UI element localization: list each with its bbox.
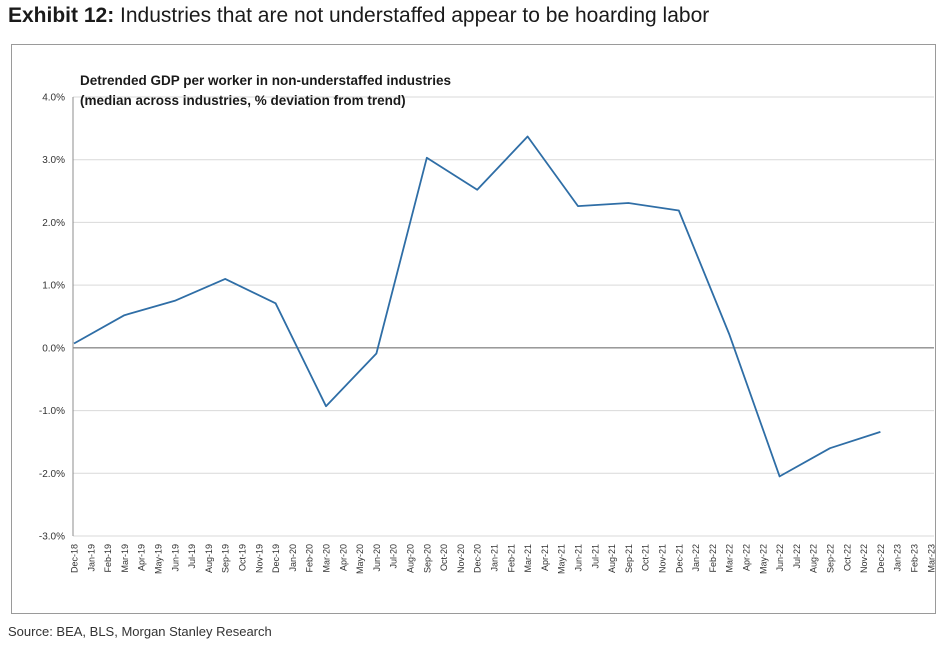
x-tick-label: Sep-20 <box>422 544 432 573</box>
x-tick-label: Oct-21 <box>641 544 651 571</box>
y-tick-label: 2.0% <box>42 218 65 229</box>
x-tick-label: Jan-21 <box>490 544 500 572</box>
x-tick-label: Feb-20 <box>305 544 315 573</box>
x-tick-label: Apr-22 <box>742 544 752 571</box>
x-tick-label: May-19 <box>154 544 164 574</box>
x-tick-label: Nov-21 <box>658 544 668 573</box>
x-tick-label: Apr-20 <box>338 544 348 571</box>
x-tick-label: Sep-21 <box>624 544 634 573</box>
x-tick-label: Feb-23 <box>910 544 920 573</box>
x-tick-label: Aug-22 <box>809 544 819 573</box>
x-tick-label: Apr-19 <box>137 544 147 571</box>
x-tick-label: Aug-19 <box>204 544 214 573</box>
x-tick-label: Feb-22 <box>708 544 718 573</box>
x-tick-label: May-22 <box>758 544 768 574</box>
x-tick-label: Mar-20 <box>322 544 332 573</box>
x-tick-label: Nov-20 <box>456 544 466 573</box>
x-tick-label: Sep-22 <box>826 544 836 573</box>
x-tick-label: Apr-21 <box>540 544 550 571</box>
series-line <box>73 135 881 478</box>
x-tick-label: Aug-21 <box>607 544 617 573</box>
x-tick-label: Feb-19 <box>103 544 113 573</box>
x-tick-label: Oct-22 <box>842 544 852 571</box>
x-tick-label: Mar-19 <box>120 544 130 573</box>
x-tick-label: Jun-21 <box>574 544 584 572</box>
x-tick-label: Jul-22 <box>792 544 802 569</box>
x-tick-label: Oct-19 <box>238 544 248 571</box>
x-tick-label: Dec-19 <box>271 544 281 573</box>
x-tick-label: May-20 <box>355 544 365 574</box>
x-tick-label: Jul-21 <box>590 544 600 569</box>
x-tick-label: Dec-22 <box>876 544 886 573</box>
source-note: Source: BEA, BLS, Morgan Stanley Researc… <box>8 624 272 639</box>
exhibit-title: Exhibit 12: Industries that are not unde… <box>8 4 709 28</box>
x-tick-label: Jan-20 <box>288 544 298 572</box>
exhibit-title-text: Industries that are not understaffed app… <box>120 4 710 27</box>
x-tick-label: Jun-20 <box>372 544 382 572</box>
x-tick-label: Sep-19 <box>221 544 231 573</box>
chart-frame: 4.0% 3.0% 2.0% 1.0% 0.0% -1.0% -2.0% -3.0% Dec-1… <box>11 44 936 614</box>
x-tick-label: Feb-21 <box>506 544 516 573</box>
x-tick-label: Dec-18 <box>70 544 80 573</box>
chart-title: Detrended GDP per worker in non-understa… <box>80 73 451 88</box>
y-tick-label: 1.0% <box>42 281 65 292</box>
y-tick-label: 4.0% <box>42 93 65 104</box>
line-chart: 4.0% 3.0% 2.0% 1.0% 0.0% -1.0% -2.0% -3.0% Dec-1… <box>39 73 935 574</box>
x-tick-label: Oct-20 <box>439 544 449 571</box>
x-tick-label: Mar-22 <box>725 544 735 573</box>
exhibit-label: Exhibit 12: <box>8 4 115 27</box>
x-tick-label: Jan-19 <box>86 544 96 572</box>
y-tick-label: -1.0% <box>39 406 65 417</box>
x-tick-label: Nov-19 <box>254 544 264 573</box>
y-tick-label: -2.0% <box>39 469 65 480</box>
y-tick-label: 0.0% <box>42 343 65 354</box>
x-tick-label: Jan-22 <box>691 544 701 572</box>
x-tick-label: Jun-19 <box>170 544 180 572</box>
x-tick-label: Dec-20 <box>473 544 483 573</box>
y-tick-label: 3.0% <box>42 155 65 166</box>
x-tick-label: Nov-22 <box>859 544 869 573</box>
x-tick-label: Jan-23 <box>893 544 903 572</box>
y-tick-label: -3.0% <box>39 532 65 543</box>
x-tick-label: May-21 <box>557 544 567 574</box>
x-tick-label: Aug-20 <box>406 544 416 573</box>
x-tick-label: Jul-20 <box>389 544 399 569</box>
chart-subtitle: (median across industries, % deviation f… <box>80 93 406 108</box>
x-tick-label: Mar-21 <box>523 544 533 573</box>
x-tick-label: Jul-19 <box>187 544 197 569</box>
x-tick-label: Mar-23 <box>926 544 935 573</box>
x-tick-label: Dec-21 <box>674 544 684 573</box>
x-tick-label: Jun-22 <box>775 544 785 572</box>
